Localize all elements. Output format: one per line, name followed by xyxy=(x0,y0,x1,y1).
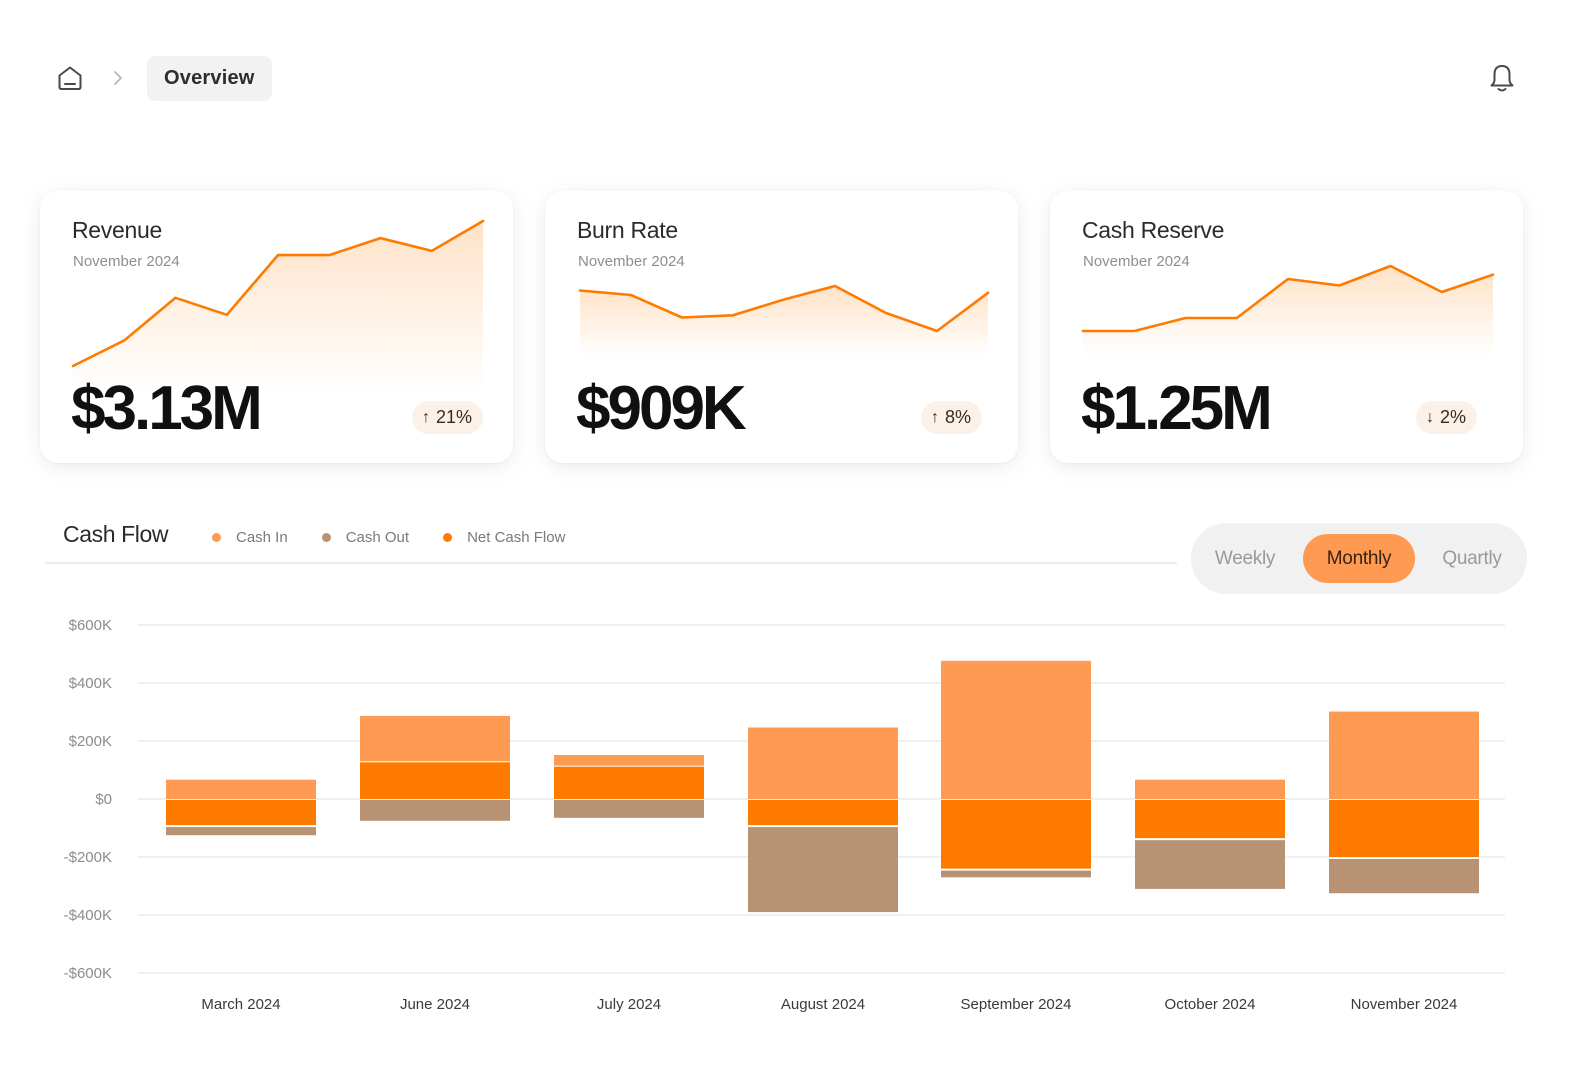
y-tick-label: -$400K xyxy=(64,907,112,924)
revenue-sparkline xyxy=(71,219,485,391)
bar-cash-out xyxy=(360,800,510,821)
y-tick-label: -$600K xyxy=(64,965,112,982)
bar-net-cash-flow xyxy=(1135,800,1285,839)
legend-dot xyxy=(212,532,221,542)
card-subtitle: November 2024 xyxy=(73,253,180,270)
legend-label: Cash Out xyxy=(345,528,410,546)
card-subtitle: November 2024 xyxy=(1083,253,1190,270)
card-title: Revenue xyxy=(72,217,162,243)
card-subtitle: November 2024 xyxy=(578,253,685,270)
burn-rate-card[interactable]: Burn Rate November 2024 $909K ↑ 8% xyxy=(545,191,1018,463)
breadcrumb-current-page[interactable]: Overview xyxy=(147,56,272,101)
x-tick-label: October 2024 xyxy=(1165,996,1256,1013)
sparkline-area xyxy=(1083,266,1493,356)
change-value: 8% xyxy=(945,407,972,427)
cash-reserve-sparkline xyxy=(1081,264,1495,356)
bar-cash-out xyxy=(1135,840,1285,889)
bar-cash-in xyxy=(1135,779,1285,799)
bar-cash-out xyxy=(941,870,1091,878)
period-quarterly-button[interactable]: Quartly xyxy=(1442,548,1502,569)
bar-cash-out xyxy=(166,827,316,836)
bar-net-cash-flow xyxy=(360,762,510,799)
bar-cash-in xyxy=(554,755,704,766)
change-value: 21% xyxy=(436,407,473,427)
bar-net-cash-flow xyxy=(941,800,1091,869)
cash-flow-chart: $600K $400K $200K $0 -$200K -$400K -$600K March… xyxy=(64,617,1505,1013)
bar-net-cash-flow xyxy=(748,800,898,826)
period-toggle: Weekly Monthly Quartly xyxy=(1191,523,1527,594)
legend-item-net-cash-flow: Net Cash Flow xyxy=(443,529,565,546)
bar-net-cash-flow xyxy=(166,800,316,826)
x-tick-label: March 2024 xyxy=(201,996,280,1013)
bar-cash-in xyxy=(1329,711,1479,799)
x-tick-label: August 2024 xyxy=(781,996,865,1013)
arrow-up-icon: ↑ xyxy=(931,409,939,426)
sparkline-line xyxy=(71,219,485,368)
legend-label: Net Cash Flow xyxy=(467,528,566,546)
bar-cash-out xyxy=(748,827,898,913)
x-tick-label: June 2024 xyxy=(400,996,470,1013)
bar-net-cash-flow xyxy=(554,766,704,799)
cash-flow-title: Cash Flow xyxy=(63,521,169,547)
sparkline-area xyxy=(73,221,483,391)
x-tick-label: September 2024 xyxy=(961,996,1072,1013)
chart-legend: Cash In Cash Out Net Cash Flow xyxy=(212,526,599,548)
legend-dot xyxy=(443,532,453,542)
breadcrumb-separator xyxy=(108,66,128,90)
cash-reserve-card[interactable]: Cash Reserve November 2024 $1.25M ↓ 2% xyxy=(1050,191,1523,463)
y-tick-label: $200K xyxy=(69,733,112,750)
bar-net-cash-flow xyxy=(1329,800,1479,857)
card-title: Burn Rate xyxy=(577,217,678,243)
legend-item-cash-out: Cash Out xyxy=(321,528,410,546)
change-value: 2% xyxy=(1440,407,1467,427)
card-value: $3.13M xyxy=(71,374,263,443)
y-tick-label: $400K xyxy=(69,675,112,692)
bar-cash-in xyxy=(748,727,898,799)
section-divider xyxy=(45,562,1177,564)
arrow-down-icon: ↓ xyxy=(1426,409,1434,426)
change-badge: ↑ 8% xyxy=(921,401,983,434)
card-value: $1.25M xyxy=(1081,374,1273,443)
sparkline-line xyxy=(578,284,990,333)
period-weekly-button[interactable]: Weekly xyxy=(1214,548,1276,569)
chevron-right-icon xyxy=(114,71,122,85)
y-tick-label: $600K xyxy=(69,617,112,634)
bar-cash-in xyxy=(941,660,1091,799)
notifications-button[interactable] xyxy=(1484,60,1520,96)
period-monthly-button[interactable]: Monthly xyxy=(1303,534,1415,583)
card-title: Cash Reserve xyxy=(1082,217,1225,243)
y-tick-label: $0 xyxy=(95,791,112,808)
change-badge: ↑ 21% xyxy=(412,401,484,434)
home-icon xyxy=(58,66,82,90)
x-tick-label: November 2024 xyxy=(1351,996,1458,1013)
revenue-card[interactable]: Revenue November 2024 $3.13M ↑ 21% xyxy=(40,191,513,463)
legend-item-cash-in: Cash In xyxy=(212,529,288,546)
home-button[interactable] xyxy=(50,58,90,98)
bar-cash-out xyxy=(554,800,704,818)
top-bar: Overview xyxy=(0,0,1570,150)
x-tick-label: July 2024 xyxy=(597,996,661,1013)
bar-cash-in xyxy=(166,779,316,799)
legend-label: Cash In xyxy=(236,528,288,546)
burn-rate-sparkline xyxy=(578,284,990,356)
card-value: $909K xyxy=(576,374,747,443)
bell-icon xyxy=(1490,65,1514,92)
bar-cash-in xyxy=(360,715,510,762)
bar-cash-out xyxy=(1329,859,1479,894)
legend-dot xyxy=(321,532,331,542)
sparkline-line xyxy=(1081,264,1495,333)
sparkline-area xyxy=(580,286,988,356)
change-badge: ↓ 2% xyxy=(1416,401,1478,434)
y-tick-label: -$200K xyxy=(64,849,112,866)
arrow-up-icon: ↑ xyxy=(422,409,430,426)
